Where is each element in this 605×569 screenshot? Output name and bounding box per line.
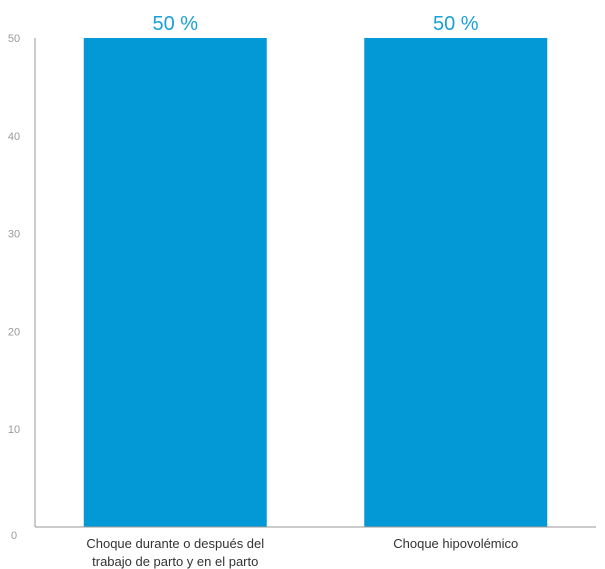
y-tick-label: 40 (8, 131, 20, 143)
y-tick-label: 30 (8, 229, 20, 241)
category-label: Choque hipovolémico (393, 536, 518, 551)
category-labels-group: Choque durante o después del trabajo de p… (86, 536, 518, 569)
bar (364, 38, 548, 527)
category-label: Choque durante o después del (86, 536, 264, 551)
y-tick-label: 20 (8, 326, 20, 338)
bar-data-label: 50 % (152, 13, 198, 35)
y-tick-label: 50 (8, 33, 20, 45)
y-tick-label: 10 (8, 424, 20, 436)
bar (83, 38, 267, 527)
y-axis-ticks: 0 10 20 30 40 50 (8, 33, 20, 542)
bars-group (83, 38, 548, 527)
data-labels-group: 50 % 50 % (152, 13, 478, 35)
y-tick-label: 0 (11, 530, 17, 542)
category-label: trabajo de parto y en el parto (92, 554, 258, 569)
bar-data-label: 50 % (433, 13, 479, 35)
